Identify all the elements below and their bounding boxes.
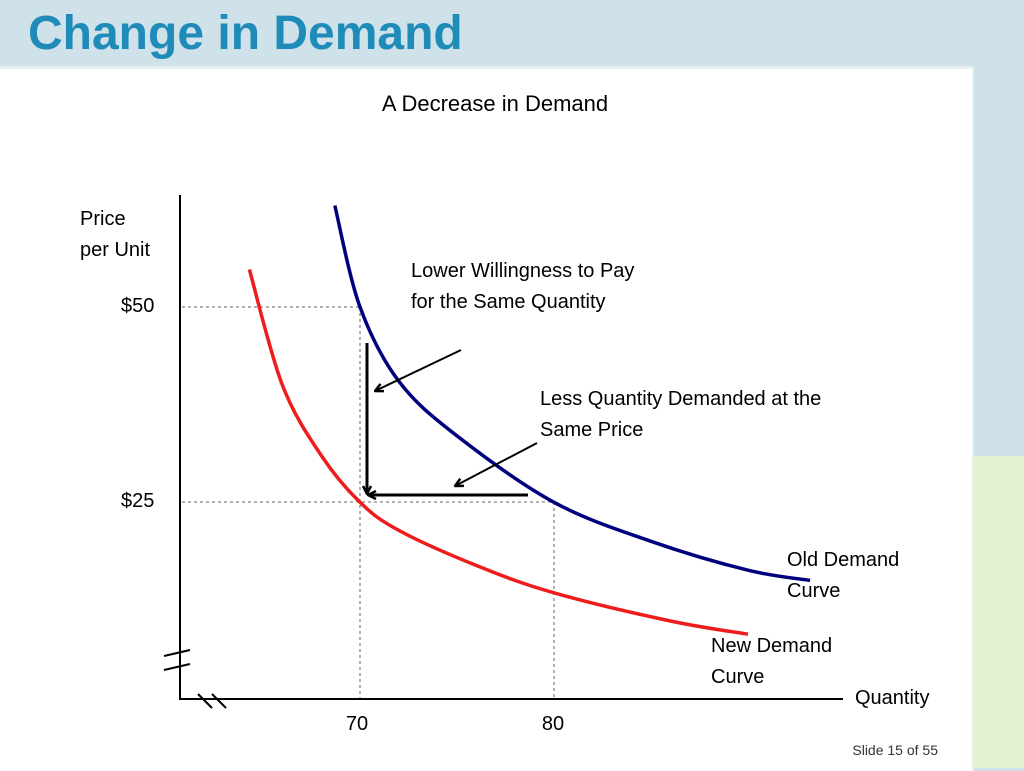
old-curve-label-line-1: Old Demand bbox=[787, 549, 899, 571]
willingness-pointer-arrow bbox=[375, 349, 462, 391]
old-demand-curve bbox=[333, 205, 811, 583]
old-curve-label-line-2: Curve bbox=[787, 580, 840, 602]
x-axis-break-icon bbox=[197, 693, 227, 709]
y-axis-label-line-1: Price bbox=[80, 208, 126, 230]
x-tick-label-80: 80 bbox=[542, 713, 564, 735]
slide-number: Slide 15 of 55 bbox=[852, 742, 938, 758]
y-axis-label-line-2: per Unit bbox=[80, 239, 150, 261]
chart-title: A Decrease in Demand bbox=[382, 91, 608, 116]
background-accent bbox=[974, 456, 1024, 768]
y-axis-break-icon bbox=[163, 649, 191, 671]
new-demand-curve bbox=[247, 269, 749, 636]
quantity-annotation-line-2: Same Price bbox=[540, 419, 643, 441]
x-axis-label: Quantity bbox=[855, 687, 929, 709]
willingness-annotation-line-2: for the Same Quantity bbox=[411, 291, 606, 313]
y-tick-label-25: $25 bbox=[121, 490, 154, 512]
slide-title: Change in Demand bbox=[28, 7, 463, 60]
y-tick-label-50: $50 bbox=[121, 295, 154, 317]
content-panel bbox=[0, 66, 972, 771]
x-tick-label-70: 70 bbox=[346, 713, 368, 735]
willingness-annotation-line-1: Lower Willingness to Pay bbox=[411, 260, 634, 282]
quantity-pointer-arrow bbox=[455, 442, 538, 486]
new-curve-label-line-2: Curve bbox=[711, 666, 764, 688]
new-curve-label-line-1: New Demand bbox=[711, 635, 832, 657]
quantity-annotation-line-1: Less Quantity Demanded at the bbox=[540, 388, 821, 410]
